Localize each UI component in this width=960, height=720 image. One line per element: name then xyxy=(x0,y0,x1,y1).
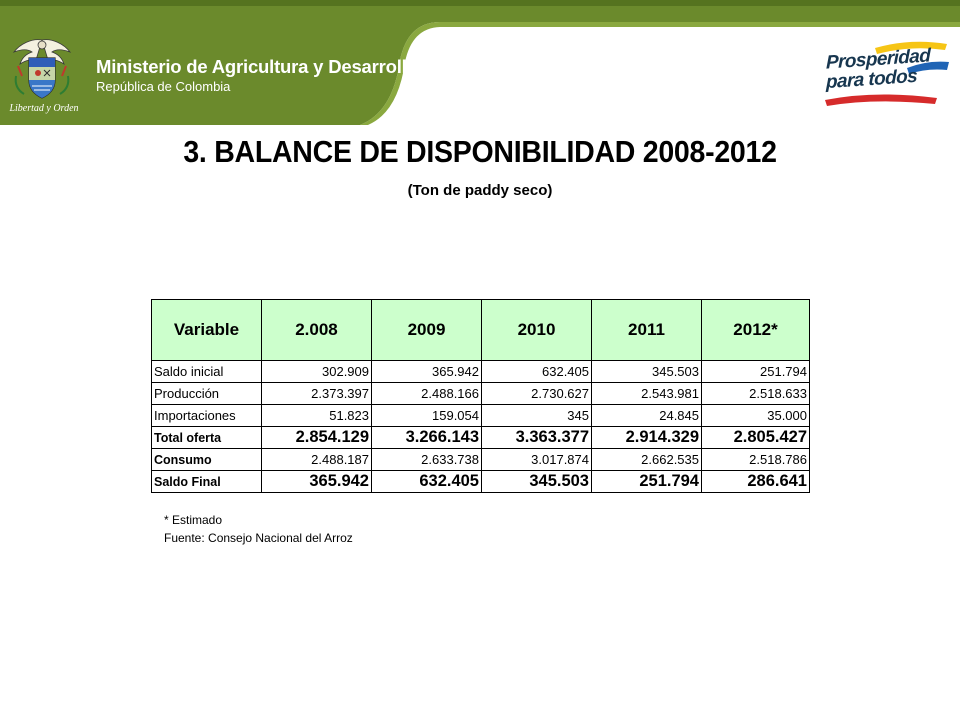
row-label: Producción xyxy=(151,382,262,405)
table-cell: 2.805.427 xyxy=(701,426,810,449)
row-label: Importaciones xyxy=(151,404,262,427)
row-saldo-inicial: Saldo inicial 302.909 365.942 632.405 34… xyxy=(151,360,810,383)
table-cell: 251.794 xyxy=(701,360,810,383)
row-saldo-final: Saldo Final 365.942 632.405 345.503 251.… xyxy=(151,470,810,493)
estimate-note: * Estimado xyxy=(164,513,223,527)
column-header-2008: 2.008 xyxy=(261,299,372,361)
row-label: Consumo xyxy=(151,448,262,471)
page-subtitle: (Ton de paddy seco) xyxy=(407,182,553,199)
row-consumo: Consumo 2.488.187 2.633.738 3.017.874 2.… xyxy=(151,448,810,471)
table-cell: 345.503 xyxy=(481,470,592,493)
table-cell: 3.266.143 xyxy=(371,426,482,449)
table-cell: 2.914.329 xyxy=(591,426,702,449)
table-cell: 3.017.874 xyxy=(481,448,592,471)
row-produccion: Producción 2.373.397 2.488.166 2.730.627… xyxy=(151,382,810,405)
table-cell: 632.405 xyxy=(481,360,592,383)
table-cell: 2.373.397 xyxy=(261,382,372,405)
table-cell: 159.054 xyxy=(371,404,482,427)
table-cell: 251.794 xyxy=(591,470,702,493)
table-cell: 632.405 xyxy=(371,470,482,493)
header-banner xyxy=(0,0,960,125)
page-title: 3. BALANCE DE DISPONIBILIDAD 2008-2012 xyxy=(183,134,777,169)
table-cell: 365.942 xyxy=(371,360,482,383)
table-cell: 2.518.633 xyxy=(701,382,810,405)
table-cell: 2.488.166 xyxy=(371,382,482,405)
table-cell: 51.823 xyxy=(261,404,372,427)
row-label: Saldo inicial xyxy=(151,360,262,383)
row-label: Total oferta xyxy=(151,426,262,449)
table-cell: 2.518.786 xyxy=(701,448,810,471)
prosperidad-logo-icon xyxy=(815,40,955,112)
table-cell: 2.488.187 xyxy=(261,448,372,471)
source-note: Fuente: Consejo Nacional del Arroz xyxy=(164,531,353,545)
table-cell: 3.363.377 xyxy=(481,426,592,449)
table-header-row: Variable 2.008 2009 2010 2011 2012* xyxy=(151,299,810,361)
row-total-oferta: Total oferta 2.854.129 3.266.143 3.363.3… xyxy=(151,426,810,449)
balance-table: Variable 2.008 2009 2010 2011 2012* Sald… xyxy=(151,299,810,493)
column-header-2010: 2010 xyxy=(481,299,592,361)
ministry-subtitle: República de Colombia xyxy=(96,79,231,94)
table-cell: 345.503 xyxy=(591,360,702,383)
table-cell: 2.730.627 xyxy=(481,382,592,405)
banner-shape xyxy=(0,0,960,125)
ministry-name: Ministerio de Agricultura y Desarrollo R… xyxy=(96,56,469,77)
column-header-2009: 2009 xyxy=(371,299,482,361)
table-cell: 2.662.535 xyxy=(591,448,702,471)
table-cell: 2.543.981 xyxy=(591,382,702,405)
table-cell: 35.000 xyxy=(701,404,810,427)
table-cell: 286.641 xyxy=(701,470,810,493)
column-header-2011: 2011 xyxy=(591,299,702,361)
table-cell: 2.633.738 xyxy=(371,448,482,471)
column-header-2012: 2012* xyxy=(701,299,810,361)
table-cell: 24.845 xyxy=(591,404,702,427)
row-label: Saldo Final xyxy=(151,470,262,493)
coat-of-arms-icon xyxy=(10,36,74,102)
table-cell: 302.909 xyxy=(261,360,372,383)
motto-text: Libertad y Orden xyxy=(9,103,79,114)
column-header-variable: Variable xyxy=(151,299,262,361)
row-importaciones: Importaciones 51.823 159.054 345 24.845 … xyxy=(151,404,810,427)
table-cell: 365.942 xyxy=(261,470,372,493)
table-cell: 2.854.129 xyxy=(261,426,372,449)
table-cell: 345 xyxy=(481,404,592,427)
